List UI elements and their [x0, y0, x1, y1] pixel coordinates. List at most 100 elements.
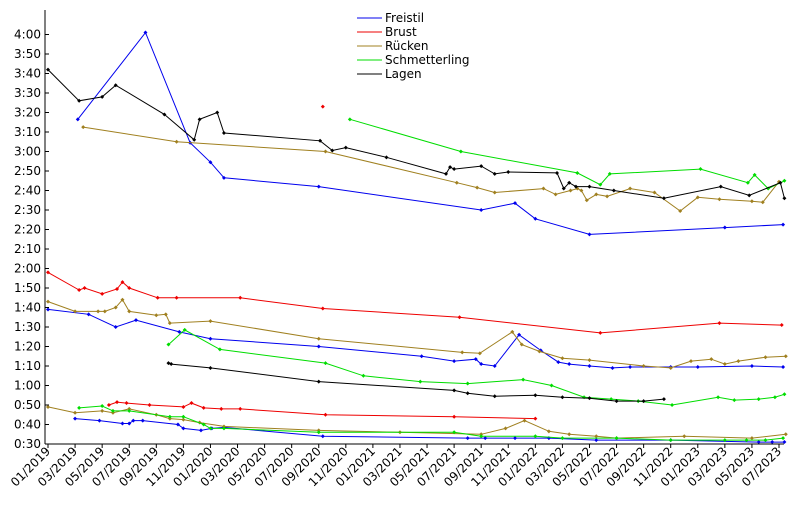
- data-point-freistil: [492, 364, 497, 368]
- data-point-lagen: [330, 148, 335, 153]
- data-point-lagen: [492, 171, 497, 176]
- data-point-lagen: [611, 188, 616, 193]
- data-point-freistil: [517, 332, 522, 337]
- data-point-schmetterling: [752, 172, 757, 177]
- data-point-lagen: [208, 365, 213, 370]
- data-point-freistil: [594, 438, 599, 443]
- data-point-rcken: [652, 190, 657, 195]
- series-line-freistil: [75, 418, 785, 443]
- series-line-lagen: [168, 362, 664, 402]
- data-point-rcken: [568, 188, 573, 193]
- series-lagen: [46, 67, 787, 404]
- data-point-freistil: [610, 365, 615, 370]
- data-point-brust: [201, 405, 206, 410]
- data-point-freistil: [781, 364, 786, 369]
- series-line-rcken: [47, 298, 786, 369]
- data-point-schmetterling: [575, 170, 580, 175]
- data-point-lagen: [587, 396, 592, 401]
- data-point-schmetterling: [549, 383, 554, 388]
- data-point-freistil: [479, 362, 484, 367]
- data-point-brust: [457, 315, 462, 320]
- data-point-lagen: [506, 169, 511, 174]
- legend-label-lagen: Lagen: [385, 67, 422, 81]
- data-point-lagen: [661, 397, 666, 402]
- data-point-schmetterling: [166, 342, 171, 347]
- data-point-schmetterling: [347, 117, 352, 122]
- data-point-freistil: [198, 428, 203, 433]
- data-point-rcken: [167, 321, 172, 326]
- data-point-lagen: [492, 394, 497, 399]
- legend-label-freistil: Freistil: [385, 11, 424, 25]
- y-tick-label: 3:10: [14, 125, 41, 139]
- data-point-schmetterling: [452, 430, 457, 435]
- data-point-schmetterling: [361, 373, 366, 378]
- data-point-schmetterling: [670, 403, 675, 407]
- data-point-rcken: [475, 185, 480, 190]
- data-point-rcken: [736, 359, 741, 364]
- data-point-lagen: [46, 67, 50, 72]
- data-point-schmetterling: [521, 377, 526, 382]
- data-point-lagen: [533, 393, 538, 398]
- data-point-brust: [238, 295, 243, 300]
- y-tick-label: 3:00: [14, 145, 41, 159]
- y-tick-label: 2:30: [14, 203, 41, 217]
- data-point-freistil: [473, 357, 478, 362]
- data-point-freistil: [113, 325, 118, 329]
- data-point-lagen: [113, 83, 118, 88]
- legend-label-brust: Brust: [385, 25, 417, 39]
- data-point-freistil: [567, 362, 572, 367]
- data-point-schmetterling: [698, 167, 703, 172]
- data-point-lagen: [318, 138, 323, 143]
- data-point-schmetterling: [316, 430, 321, 435]
- data-point-freistil: [587, 232, 592, 237]
- data-point-rcken: [579, 188, 584, 193]
- data-point-rcken: [709, 357, 714, 362]
- data-point-freistil: [131, 418, 136, 423]
- data-point-brust: [147, 403, 152, 407]
- data-point-schmetterling: [167, 414, 172, 419]
- data-point-lagen: [77, 98, 82, 103]
- data-point-rcken: [641, 364, 646, 368]
- data-point-schmetterling: [100, 403, 105, 408]
- data-point-schmetterling: [181, 414, 186, 419]
- data-point-rcken: [174, 139, 179, 144]
- y-tick-label: 0:40: [14, 418, 41, 432]
- data-point-brust: [124, 401, 129, 406]
- data-point-schmetterling: [465, 381, 470, 386]
- data-point-freistil: [782, 440, 787, 445]
- data-point-rcken: [120, 297, 125, 302]
- data-point-schmetterling: [208, 426, 213, 431]
- data-point-freistil: [756, 440, 761, 445]
- data-point-lagen: [215, 110, 220, 115]
- data-point-rcken: [560, 356, 565, 361]
- data-point-rcken: [100, 408, 105, 413]
- y-tick-label: 2:50: [14, 164, 41, 178]
- data-point-freistil: [513, 436, 518, 441]
- data-point-schmetterling: [458, 149, 463, 154]
- data-point-lagen: [221, 130, 226, 135]
- data-point-freistil: [770, 440, 775, 445]
- series-freistil: [46, 30, 787, 445]
- data-point-rcken: [81, 125, 86, 130]
- data-point-rcken: [181, 417, 186, 422]
- y-tick-label: 1:10: [14, 359, 41, 373]
- data-point-rcken: [567, 432, 572, 437]
- data-point-lagen: [573, 184, 578, 189]
- data-point-freistil: [483, 436, 488, 441]
- y-tick-label: 1:00: [14, 379, 41, 393]
- data-point-lagen: [747, 193, 752, 198]
- data-point-freistil: [781, 222, 786, 227]
- data-point-brust: [779, 323, 784, 328]
- data-point-freistil: [133, 318, 138, 323]
- y-tick-label: 1:20: [14, 340, 41, 354]
- data-point-schmetterling: [127, 408, 132, 413]
- data-point-lagen: [567, 180, 572, 185]
- series-schmetterling: [77, 117, 787, 443]
- data-point-rcken: [546, 429, 551, 434]
- data-point-freistil: [452, 359, 457, 364]
- data-point-lagen: [343, 145, 348, 150]
- data-point-schmetterling: [614, 436, 619, 441]
- data-point-rcken: [760, 200, 765, 205]
- y-tick-label: 3:50: [14, 47, 41, 61]
